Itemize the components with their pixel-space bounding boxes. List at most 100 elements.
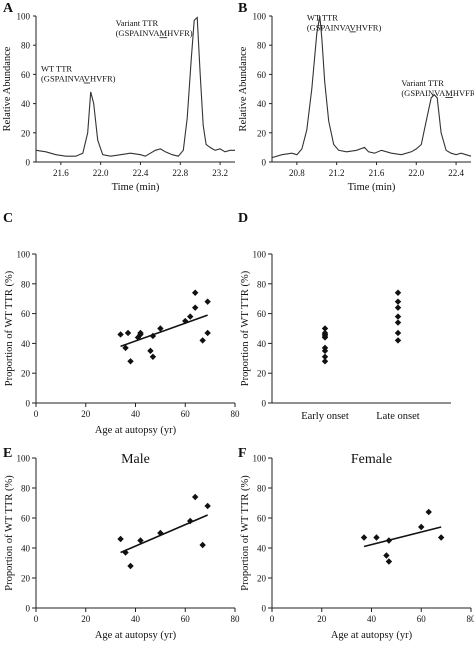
y-tick-label: 20 [21, 128, 31, 138]
peak-annotation-2: (GSPAINVAMHVFR) [116, 28, 193, 38]
panel-a-chromatogram: A 0 20 40 60 80 100 21.6 22.0 22.4 22.8 23.2 Time (m… [2, 1, 235, 193]
data-point [122, 344, 129, 352]
data-point [149, 353, 157, 361]
y-tick-label: 80 [257, 41, 267, 51]
x-tick-label: 0 [34, 409, 39, 419]
data-point [394, 337, 402, 344]
x-axis-label: Age at autopsy (yr) [95, 425, 177, 436]
peak-annotation-1: WT TTR [307, 12, 338, 22]
y-tick-label: 100 [253, 454, 267, 464]
x-tick-label: 80 [467, 614, 474, 624]
y-tick-label: 100 [17, 454, 31, 464]
regression-line [120, 514, 208, 554]
y-tick-label: 60 [257, 514, 267, 524]
y-axis-label: Relative Abundance [2, 46, 13, 131]
peak-annotation-1: (GSPAINVAVHVFR) [41, 73, 116, 83]
x-tick-label: 22.8 [172, 168, 188, 178]
data-point [437, 534, 445, 541]
data-point [137, 537, 144, 544]
data-point [373, 534, 380, 541]
y-tick-label: 80 [257, 279, 267, 289]
x-tick-label: 40 [367, 614, 377, 624]
data-point [425, 508, 432, 516]
x-axis-label: Age at autopsy (yr) [331, 630, 413, 641]
data-point [321, 358, 329, 365]
chromatogram-trace [271, 15, 472, 159]
y-tick-label: 100 [253, 12, 267, 22]
data-point [124, 329, 132, 337]
data-point [394, 304, 402, 311]
y-tick-label: 40 [257, 339, 267, 349]
data-point [385, 558, 393, 565]
data-point [394, 329, 402, 337]
data-point [192, 304, 199, 311]
panel-c-scatter: C 0 20 40 60 80 100 0 20 40 60 80 Age at autopsy (yr… [3, 211, 240, 436]
x-tick-label: 22.4 [448, 168, 464, 178]
x-tick-label: 60 [181, 614, 191, 624]
y-tick-label: 40 [21, 544, 31, 554]
x-tick-label: 40 [131, 409, 141, 419]
x-tick-label: 20.8 [289, 168, 305, 178]
y-tick-label: 100 [253, 250, 267, 260]
x-tick-label: 23.2 [212, 168, 228, 178]
y-tick-label: 40 [257, 99, 267, 109]
y-tick-label: 20 [257, 574, 267, 584]
chromatogram-trace [35, 16, 235, 157]
data-point [360, 534, 368, 541]
x-axis-label: Time (min) [348, 182, 396, 193]
data-point [117, 331, 124, 338]
category-label: Late onset [376, 411, 420, 422]
panel-title: Female [351, 452, 392, 467]
y-axis-label: Proportion of WT TTR (%) [240, 475, 251, 591]
x-tick-label: 20 [81, 614, 91, 624]
data-point [137, 329, 144, 337]
data-point [187, 313, 194, 320]
x-tick-label: 60 [181, 409, 191, 419]
x-tick-label: 22.4 [133, 168, 149, 178]
x-tick-label: 60 [417, 614, 427, 624]
y-tick-label: 60 [21, 70, 31, 80]
x-tick-label: 40 [131, 614, 141, 624]
y-tick-label: 0 [262, 399, 267, 409]
data-point [192, 493, 199, 501]
data-point [192, 289, 199, 296]
data-point [127, 562, 134, 570]
y-tick-label: 0 [26, 399, 31, 409]
category-label: Early onset [301, 411, 349, 422]
y-tick-label: 0 [26, 604, 31, 614]
y-tick-label: 100 [17, 12, 31, 22]
x-tick-label: 21.2 [329, 168, 345, 178]
data-point [199, 541, 206, 549]
y-tick-label: 20 [257, 128, 267, 138]
panel-title: Male [121, 452, 150, 467]
data-point [394, 313, 402, 320]
data-point [199, 337, 206, 344]
y-tick-label: 20 [21, 369, 31, 379]
y-axis-label: Proportion of WT TTR (%) [4, 270, 15, 386]
x-tick-label: 80 [231, 409, 241, 419]
y-tick-label: 80 [21, 484, 31, 494]
peak-annotation-1: WT TTR [41, 63, 72, 73]
data-point [204, 329, 211, 337]
y-axis-label: Proportion of WT TTR (%) [4, 475, 15, 591]
peak-annotation-1: (GSPAINVAVHVFR) [307, 22, 382, 32]
panel-a-letter: A [3, 1, 14, 16]
panel-e-scatter: E 0 20 40 60 80 100 0 20 40 60 80 Age at autopsy (yr… [3, 446, 240, 641]
y-axis-label: Proportion of WT TTR (%) [240, 270, 251, 386]
peak-annotation-2: Variant TTR [401, 78, 444, 88]
data-point [117, 535, 124, 543]
y-tick-label: 40 [21, 99, 31, 109]
y-tick-label: 20 [257, 369, 267, 379]
data-point [383, 552, 390, 559]
x-tick-label: 21.6 [369, 168, 385, 178]
y-tick-label: 60 [21, 309, 31, 319]
x-tick-label: 22.0 [408, 168, 424, 178]
data-point [321, 325, 329, 332]
data-point [127, 358, 134, 365]
data-point [394, 319, 402, 326]
data-point [182, 317, 189, 325]
data-point [394, 298, 402, 305]
y-tick-label: 20 [21, 574, 31, 584]
x-tick-label: 21.6 [53, 168, 69, 178]
